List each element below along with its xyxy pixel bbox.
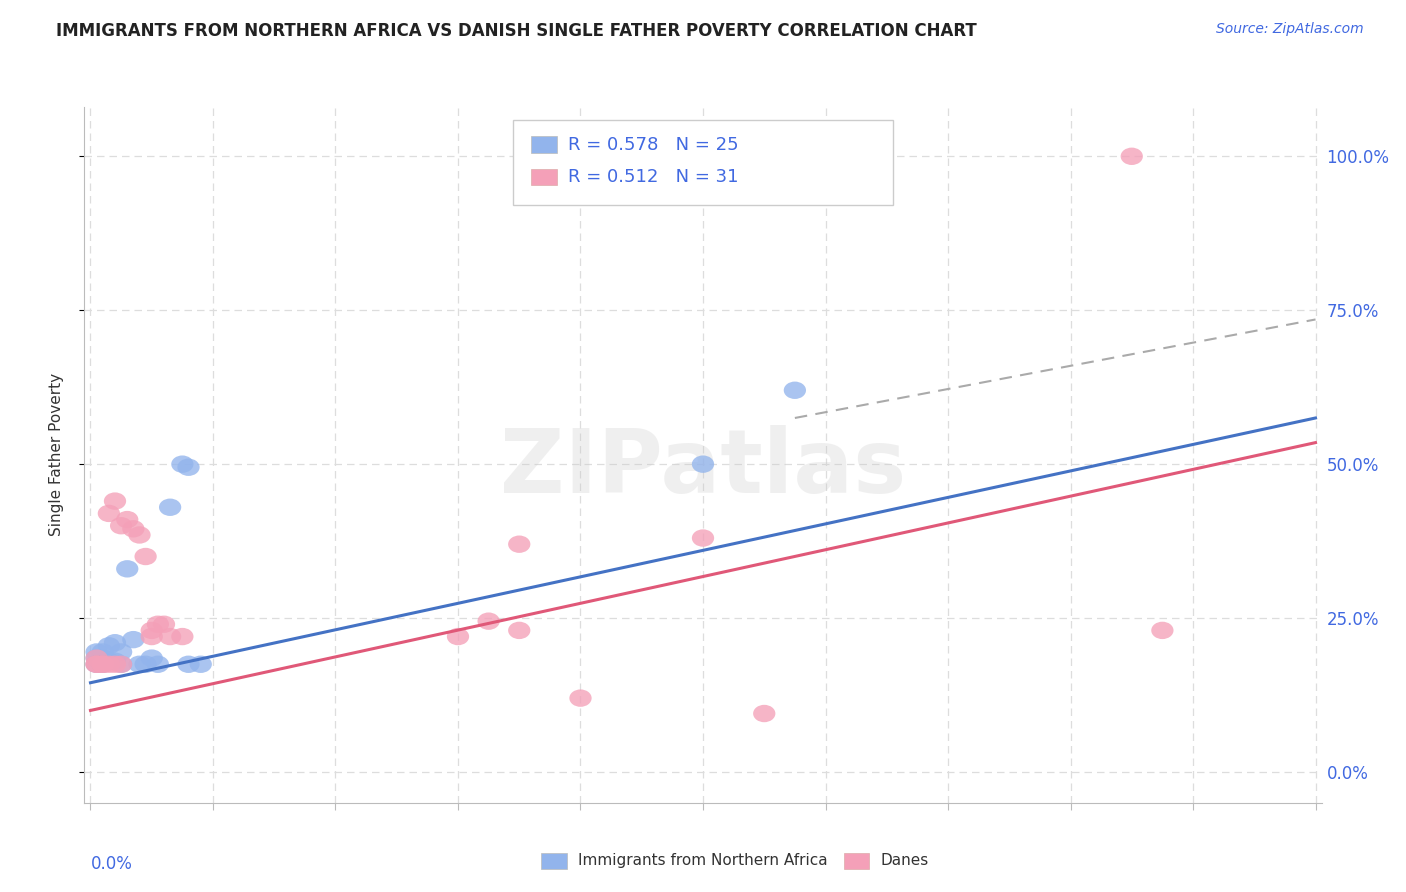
Ellipse shape xyxy=(117,560,138,577)
Ellipse shape xyxy=(692,456,714,473)
Ellipse shape xyxy=(98,656,120,673)
Ellipse shape xyxy=(478,613,499,630)
Ellipse shape xyxy=(1121,147,1143,165)
Text: Immigrants from Northern Africa: Immigrants from Northern Africa xyxy=(578,854,828,868)
Ellipse shape xyxy=(110,656,132,673)
Y-axis label: Single Father Poverty: Single Father Poverty xyxy=(49,374,63,536)
Ellipse shape xyxy=(159,628,181,645)
Ellipse shape xyxy=(86,643,108,661)
Ellipse shape xyxy=(110,656,132,673)
Ellipse shape xyxy=(122,631,145,648)
Text: Source: ZipAtlas.com: Source: ZipAtlas.com xyxy=(1216,22,1364,37)
Ellipse shape xyxy=(141,628,163,645)
Text: R = 0.578   N = 25: R = 0.578 N = 25 xyxy=(568,136,738,153)
Ellipse shape xyxy=(104,656,127,673)
Ellipse shape xyxy=(508,535,530,553)
Ellipse shape xyxy=(122,520,145,538)
Ellipse shape xyxy=(91,656,114,673)
Ellipse shape xyxy=(153,615,176,633)
Ellipse shape xyxy=(754,705,775,723)
Ellipse shape xyxy=(86,649,108,667)
Ellipse shape xyxy=(135,548,156,566)
Ellipse shape xyxy=(146,656,169,673)
Ellipse shape xyxy=(91,656,114,673)
Ellipse shape xyxy=(159,499,181,516)
Ellipse shape xyxy=(447,628,470,645)
Ellipse shape xyxy=(91,656,114,673)
Ellipse shape xyxy=(86,649,108,667)
Ellipse shape xyxy=(177,656,200,673)
Ellipse shape xyxy=(141,622,163,639)
Text: ZIPatlas: ZIPatlas xyxy=(501,425,905,512)
Ellipse shape xyxy=(814,147,837,165)
Ellipse shape xyxy=(104,634,127,651)
Ellipse shape xyxy=(104,492,127,510)
Ellipse shape xyxy=(146,615,169,633)
Text: R = 0.512   N = 31: R = 0.512 N = 31 xyxy=(568,168,738,186)
Ellipse shape xyxy=(98,652,120,670)
Ellipse shape xyxy=(128,656,150,673)
Ellipse shape xyxy=(91,643,114,661)
Ellipse shape xyxy=(86,656,108,673)
Ellipse shape xyxy=(508,622,530,639)
Ellipse shape xyxy=(569,690,592,706)
Ellipse shape xyxy=(110,643,132,661)
Ellipse shape xyxy=(692,529,714,547)
Ellipse shape xyxy=(98,505,120,522)
Ellipse shape xyxy=(91,649,114,667)
Ellipse shape xyxy=(110,517,132,534)
Ellipse shape xyxy=(190,656,212,673)
Ellipse shape xyxy=(172,456,194,473)
Ellipse shape xyxy=(135,656,156,673)
Ellipse shape xyxy=(172,628,194,645)
Ellipse shape xyxy=(104,652,127,670)
Ellipse shape xyxy=(86,656,108,673)
Ellipse shape xyxy=(141,649,163,667)
Ellipse shape xyxy=(1152,622,1174,639)
Ellipse shape xyxy=(86,656,108,673)
Text: IMMIGRANTS FROM NORTHERN AFRICA VS DANISH SINGLE FATHER POVERTY CORRELATION CHAR: IMMIGRANTS FROM NORTHERN AFRICA VS DANIS… xyxy=(56,22,977,40)
Text: Danes: Danes xyxy=(880,854,928,868)
Ellipse shape xyxy=(98,637,120,655)
Ellipse shape xyxy=(177,458,200,476)
Ellipse shape xyxy=(783,382,806,399)
Ellipse shape xyxy=(128,526,150,543)
Text: 0.0%: 0.0% xyxy=(90,855,132,873)
Ellipse shape xyxy=(117,511,138,528)
